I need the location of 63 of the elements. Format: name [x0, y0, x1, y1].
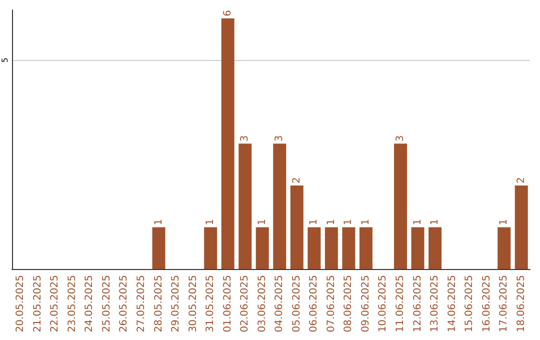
x-tick-label: 31.05.2025	[205, 275, 216, 332]
bar	[498, 227, 511, 269]
x-tick-label: 07.06.2025	[326, 275, 337, 332]
bar	[238, 144, 252, 269]
x-tick-label: 14.06.2025	[446, 275, 458, 332]
x-tick-label: 26.05.2025	[118, 275, 130, 332]
data-label: 3	[240, 135, 251, 142]
x-tick-label: 16.06.2025	[481, 275, 492, 332]
x-tick-label: 09.06.2025	[360, 275, 372, 332]
data-label: 1	[326, 218, 337, 226]
data-label: 1	[308, 218, 320, 226]
x-tick-label: 28.05.2025	[153, 275, 164, 332]
x-tick-label: 27.05.2025	[136, 275, 147, 332]
data-label: 1	[153, 218, 164, 226]
x-tick-label: 03.06.2025	[256, 275, 268, 332]
data-label: 6	[222, 10, 234, 16]
data-label: 3	[395, 135, 406, 142]
x-tick-label: 01.06.2025	[222, 275, 234, 332]
bar	[290, 185, 304, 269]
bar	[204, 227, 218, 269]
data-label: 1	[430, 218, 441, 226]
x-tick-label: 15.06.2025	[464, 275, 476, 332]
bar	[221, 18, 234, 269]
x-tick-label: 12.06.2025	[412, 275, 424, 332]
x-tick-label: 08.06.2025	[343, 275, 354, 332]
x-tick-label: 20.05.2025	[15, 275, 26, 332]
x-tick-label: 13.06.2025	[430, 275, 441, 332]
data-label: 1	[256, 218, 268, 226]
data-label: 1	[360, 218, 372, 226]
bar	[411, 227, 424, 269]
x-tick-label: 02.06.2025	[240, 275, 251, 332]
x-tick-label: 05.06.2025	[291, 275, 302, 332]
x-tick-label: 18.06.2025	[516, 275, 527, 332]
data-label: 1	[412, 218, 424, 226]
data-label: 2	[291, 177, 302, 184]
bar	[273, 144, 286, 269]
x-tick-label: 06.06.2025	[308, 275, 320, 332]
data-label: 1	[205, 218, 216, 226]
bar	[514, 185, 528, 269]
x-tick-label: 04.06.2025	[274, 275, 286, 332]
x-tick-label: 17.06.2025	[498, 275, 510, 332]
bar	[324, 227, 338, 269]
bar	[359, 227, 372, 269]
bar	[342, 227, 356, 269]
x-tick-label: 23.05.2025	[66, 275, 78, 332]
x-tick-label: 25.05.2025	[101, 275, 112, 332]
data-label: 3	[274, 135, 286, 142]
bar	[428, 227, 442, 269]
bar	[394, 144, 407, 269]
data-label: 1	[498, 218, 510, 226]
x-tick-label: 22.05.2025	[50, 275, 61, 332]
x-tick-label: 24.05.2025	[84, 275, 96, 332]
bar	[152, 227, 166, 269]
bar	[256, 227, 269, 269]
data-label: 1	[343, 218, 354, 226]
x-tick-label: 29.05.2025	[170, 275, 182, 332]
data-label: 2	[516, 177, 527, 184]
x-tick-label: 10.06.2025	[378, 275, 389, 332]
y-tick-label: 5	[0, 58, 10, 63]
x-tick-label: 30.05.2025	[188, 275, 199, 332]
bar	[308, 227, 321, 269]
x-tick-label: 21.05.2025	[32, 275, 44, 332]
x-tick-label: 11.06.2025	[395, 275, 406, 332]
